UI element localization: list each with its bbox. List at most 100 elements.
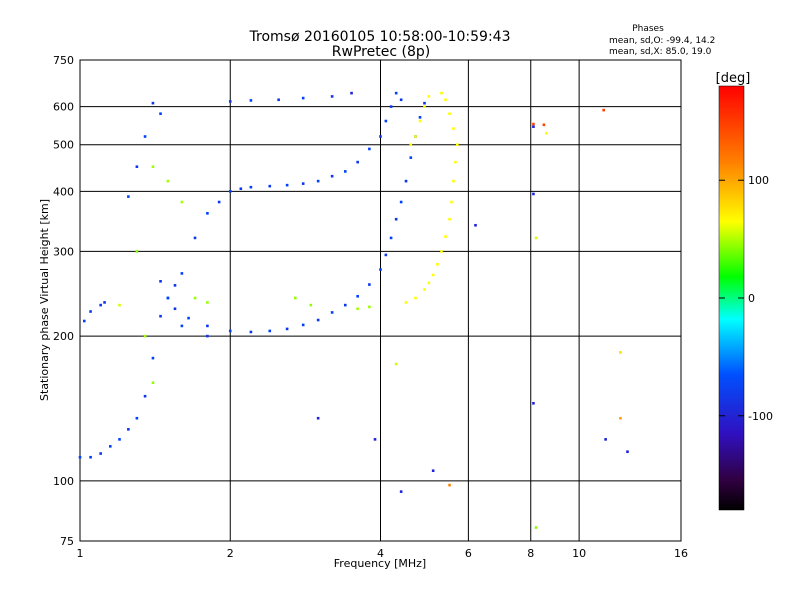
trace-point <box>368 147 371 151</box>
x-tick-label: 2 <box>227 547 234 560</box>
y-tick-label: 200 <box>53 330 74 343</box>
trace-point <box>448 112 451 115</box>
scatter-point <box>151 101 155 105</box>
scatter-point <box>228 100 232 103</box>
y-axis-label: Stationary phase Virtual Height [km] <box>38 199 51 401</box>
scatter-point <box>431 469 435 473</box>
scatter-point <box>159 112 162 115</box>
x-axis-ticks: 1 2 4 6 8 10 16 <box>77 547 689 560</box>
scatter-point <box>89 310 92 313</box>
trace-point <box>444 235 447 238</box>
scatter-point <box>399 490 403 493</box>
trace-point <box>301 323 305 327</box>
colorbar-tick-label: 0 <box>748 292 755 305</box>
trace-point <box>127 428 130 431</box>
trace-point <box>343 303 347 307</box>
scatter-point <box>373 438 377 441</box>
scatter-point <box>532 401 535 405</box>
y-tick-label: 400 <box>53 185 74 198</box>
trace-point <box>399 98 403 102</box>
scatter-point <box>143 135 147 138</box>
trace-point <box>418 116 422 119</box>
x-tick-label: 8 <box>527 547 534 560</box>
trace-point <box>356 294 359 298</box>
trace-point <box>316 318 320 322</box>
trace-point <box>431 273 435 277</box>
scatter-point <box>534 236 538 240</box>
trace-point <box>427 281 431 285</box>
trace-point <box>423 288 426 291</box>
scatter-point <box>542 123 546 127</box>
x-tick-label: 10 <box>572 547 586 560</box>
trace-point <box>151 381 155 385</box>
trace-point <box>118 438 121 441</box>
trace-point <box>436 263 439 266</box>
trace-point <box>89 455 92 459</box>
scatter-point <box>602 108 605 112</box>
y-tick-label: 75 <box>60 535 74 548</box>
trace-point <box>423 101 426 105</box>
chart-subtitle: RwPretec (8p) <box>332 44 430 60</box>
trace-point <box>228 329 232 333</box>
scatter-point <box>534 526 538 529</box>
trace-point <box>285 183 289 187</box>
trace-point <box>217 200 221 204</box>
colorbar-tick-label: -100 <box>748 410 773 423</box>
trace-point <box>99 452 102 455</box>
trace-point <box>379 135 382 138</box>
trace-point <box>239 187 243 191</box>
x-tick-label: 16 <box>674 547 688 560</box>
trace-point <box>316 179 320 183</box>
stats-line-o: mean, sd,O: -99.4, 14.2 <box>609 36 715 46</box>
y-tick-label: 750 <box>53 54 74 67</box>
trace-point <box>330 174 334 178</box>
trace-point <box>394 91 398 95</box>
scatter-point <box>448 483 451 487</box>
trace-point <box>368 283 371 286</box>
trace-point <box>452 179 455 183</box>
trace-point <box>159 314 162 318</box>
trace-point <box>228 190 232 193</box>
chart-title: Tromsø 20160105 10:58:00-10:59:43 <box>249 29 511 45</box>
trace-point <box>151 165 155 169</box>
scatter-point <box>82 319 86 323</box>
trace-point <box>249 185 253 189</box>
trace-point <box>414 135 417 138</box>
scatter-point <box>277 98 280 102</box>
trace-point <box>379 268 382 271</box>
y-axis-ticks: 75 100 200 300 400 500 600 750 <box>53 54 74 548</box>
x-tick-label: 4 <box>377 547 384 560</box>
trace-point <box>409 143 413 146</box>
trace-point <box>108 445 112 448</box>
scatter-point <box>619 416 622 420</box>
trace-point <box>249 330 253 334</box>
trace-point <box>448 217 451 221</box>
scatter-point <box>532 122 535 126</box>
trace-point <box>384 253 388 257</box>
trace-point <box>404 301 408 304</box>
trace-point <box>450 200 453 204</box>
trace-point <box>389 105 393 108</box>
trace-point <box>444 98 447 102</box>
trace-point <box>440 91 443 95</box>
x-tick-label: 6 <box>465 547 472 560</box>
y-tick-label: 600 <box>53 101 74 114</box>
trace-point <box>394 217 398 221</box>
trace-point <box>301 182 305 185</box>
trace-point <box>268 184 272 188</box>
scatter-point <box>619 351 622 354</box>
grid-lines <box>80 60 681 541</box>
trace-point <box>173 307 177 311</box>
scatter-point <box>545 132 548 135</box>
trace-point <box>173 284 177 287</box>
trace-point <box>368 305 371 309</box>
scatter-point <box>206 334 209 338</box>
y-tick-label: 500 <box>53 139 74 152</box>
trace-point <box>135 250 139 253</box>
scatter-point <box>180 324 184 328</box>
scatter-point <box>135 165 139 169</box>
trace-point <box>440 250 443 253</box>
stats-line-x: mean, sd,X: 85.0, 19.0 <box>609 47 712 57</box>
scatter-point <box>394 362 398 366</box>
